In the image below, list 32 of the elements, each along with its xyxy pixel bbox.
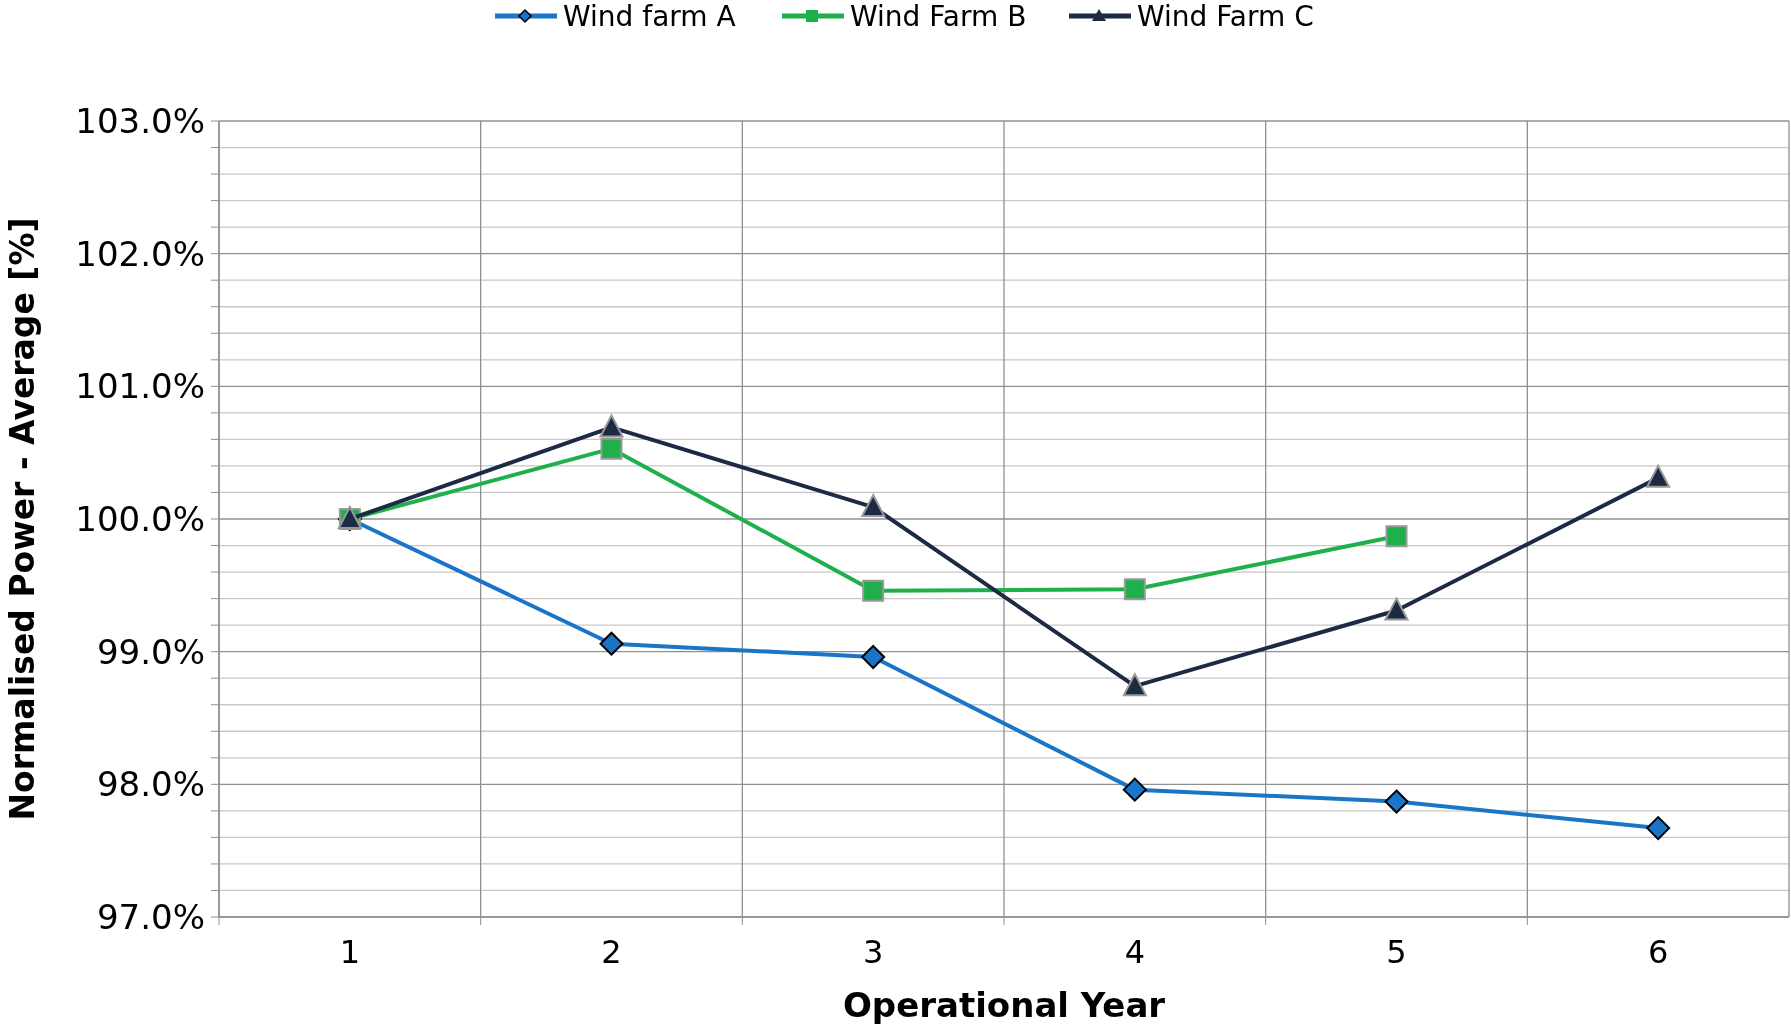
point (1384, 789, 1409, 814)
point (1385, 525, 1408, 548)
point (861, 494, 886, 518)
y-tick-label: 102.0% (75, 233, 205, 274)
point (1384, 597, 1409, 621)
point (861, 644, 886, 669)
point (1123, 578, 1146, 601)
point (1122, 673, 1147, 697)
x-tick-label: 5 (1386, 933, 1407, 971)
y-tick-label: 101.0% (75, 366, 205, 407)
legend-label: Wind farm A (563, 0, 736, 33)
point (600, 437, 623, 460)
y-tick-label: 97.0% (96, 896, 205, 937)
x-tick-label: 1 (339, 933, 361, 971)
legend-label: Wind Farm C (1137, 0, 1314, 33)
x-tick-label: 3 (862, 933, 884, 971)
y-tick-label: 99.0% (96, 631, 205, 672)
point (599, 631, 624, 656)
point (862, 579, 885, 602)
point (599, 414, 624, 438)
y-tick-label: 103.0% (75, 100, 205, 141)
y-axis-title: Normalised Power - Average [%] (3, 217, 42, 821)
legend-label: Wind Farm B (850, 0, 1027, 33)
x-axis-title: Operational Year (842, 985, 1166, 1025)
point (1646, 464, 1671, 488)
x-tick-label: 4 (1124, 933, 1146, 971)
y-tick-label: 100.0% (75, 498, 205, 539)
point (1122, 777, 1147, 802)
point (1646, 816, 1671, 841)
y-tick-label: 98.0% (96, 764, 205, 805)
x-tick-label: 2 (601, 933, 622, 971)
x-tick-label: 6 (1647, 933, 1669, 971)
